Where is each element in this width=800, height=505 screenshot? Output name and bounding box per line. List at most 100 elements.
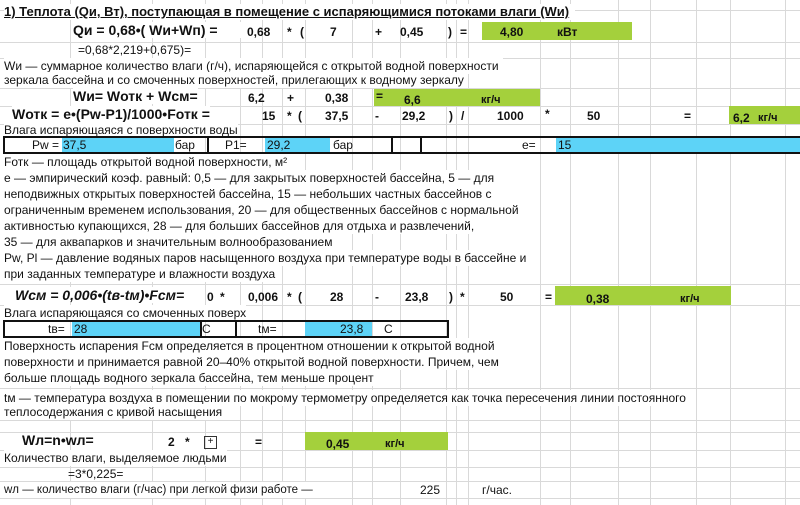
wl-value-unit: г/час. [482,483,512,497]
qi-wl-value: 0,45 [400,25,424,39]
qi-formula-text: =0,68*2,219+0,675)= [78,43,192,57]
wl-caption: Количество влаги, выделяемое людьми [4,450,227,466]
op: ) [449,290,453,304]
e-input[interactable]: 15 [558,138,572,152]
op: = [684,109,692,123]
op: = [545,290,553,304]
op: * [287,25,292,39]
op: - [375,109,379,123]
op: * [287,290,292,304]
pw-input-bg [62,138,174,152]
wl-result[interactable]: 0,45 [326,437,350,451]
wi-description: Wи — суммарное количество влаги (г/ч), и… [4,58,503,74]
op: * [545,107,550,121]
op: * [287,109,292,123]
wsm-unit: кг/ч [680,293,700,305]
op: * [460,290,465,304]
note-line: поверхности и принимается равной 20–40% … [4,354,499,370]
note-line: 35 — для аквапарков и значительным волно… [4,234,333,250]
qi-result[interactable]: 4,80 [500,25,524,39]
p1-input[interactable]: 29,2 [267,138,291,152]
wl-result-cell [305,432,448,450]
wotk-p1: 29,2 [402,109,426,123]
tv-input-bg [72,322,200,336]
pw-unit: бар [175,138,195,152]
wi-unit: кг/ч [481,94,501,106]
note-line: ограниченным временем использования, 20 … [4,202,519,218]
wi-wsm: 0,38 [325,91,349,105]
expand-icon[interactable]: + [204,436,217,449]
wotk-pw: 37,5 [325,109,349,123]
op: = [376,89,384,103]
wi-formula-label: Wи= Wотк + Wсм= [73,88,198,104]
section-title: 1) Теплота (Qи, Вт), поступающая в помещ… [4,4,576,20]
wotk-result[interactable]: 6,2 [733,111,750,125]
wsm-formula-label: Wсм = 0,006•(tв-tм)•Fсм= [15,287,185,303]
tv-label: tв= [48,322,65,336]
op: - [375,290,379,304]
wotk-formula-label: Wотк = e•(Pw-P1)/1000•Fотк = [12,106,210,122]
tv-unit: C [202,322,211,336]
wsm-caption: Влага испаряющаяся со смоченных поверх [4,305,247,321]
qi-wi-value: 7 [330,25,337,39]
wotk-result-cell [729,106,800,124]
note-line: Fотк — площадь открытой водной поверхнос… [4,154,288,170]
tv-input[interactable]: 28 [74,322,88,336]
tm-unit: C [384,322,393,336]
tm-label: tм= [258,322,277,336]
wi-wotk: 6,2 [248,91,265,105]
note-line: теплосодержания с кривой насыщения [4,404,223,420]
tm-input-bg [305,322,372,336]
qi-coef: 0,68 [247,25,271,39]
wl-description: wл — количество влаги (г/час) при легкой… [4,482,313,498]
op: * [185,435,190,449]
qi-formula-label: Qи = 0,68•( Wи+Wп) = [73,22,243,38]
wl-unit: кг/ч [385,438,405,450]
wsm-coef: 0,006 [248,290,279,304]
pw-label: Pw = [32,138,60,152]
note-line: активностью купающихся, 28 — для больших… [4,218,475,234]
wotk-unit: кг/ч [758,112,778,124]
note-line: e — эмпирический коэф. равный: 0,5 — для… [4,170,495,186]
note-line: при заданных температуре и влажности воз… [4,266,276,282]
qi-unit: кВт [557,25,578,39]
wotk-divisor: 1000 [497,109,524,123]
note-line: Pw, Pl — давление водяных паров насыщенн… [4,250,527,266]
wi-result[interactable]: 6,6 [404,93,421,107]
note-line: tм — температура воздуха в помещении по … [4,390,686,406]
input-box-1 [3,136,800,154]
op: ) [448,25,452,39]
wsm-tm: 23,8 [405,290,429,304]
note-line: неподвижных открытых поверхностей бассей… [4,186,492,202]
wsm-f: 50 [500,290,514,304]
wsm-result-cell [555,286,731,305]
tm-input[interactable]: 23,8 [340,322,364,336]
p1-input-bg [265,138,330,152]
op: = [460,25,468,39]
op: ( [298,290,302,304]
op: / [461,109,465,123]
op: + [287,91,295,105]
note-line: больше площадь водного зеркала бассейна,… [4,370,374,386]
wotk-f: 50 [587,109,601,123]
op: ( [298,109,302,123]
wsm-tv: 28 [330,290,344,304]
wl-formula-label: Wл=n•wл= [22,432,94,448]
p1-unit: бар [333,138,353,152]
e-input-bg [556,138,800,152]
op: ( [300,25,304,39]
wi-result-cell [374,89,540,106]
wotk-e: 15 [262,109,276,123]
note-line: Поверхность испарения Fсм определяется в… [4,338,495,354]
op: * [220,290,225,304]
op: ) [449,109,453,123]
qi-result-cell [482,22,632,40]
op: = [255,435,263,449]
input-box-2 [3,320,449,338]
wotk-caption: Влага испаряющаяся с поверхности воды [4,122,238,138]
pw-input[interactable]: 37,5 [63,138,87,152]
wl-n: 2 [168,435,175,449]
wl-value: 225 [420,483,441,497]
p1-label: P1= [225,138,247,152]
wsm-result[interactable]: 0,38 [586,292,610,306]
